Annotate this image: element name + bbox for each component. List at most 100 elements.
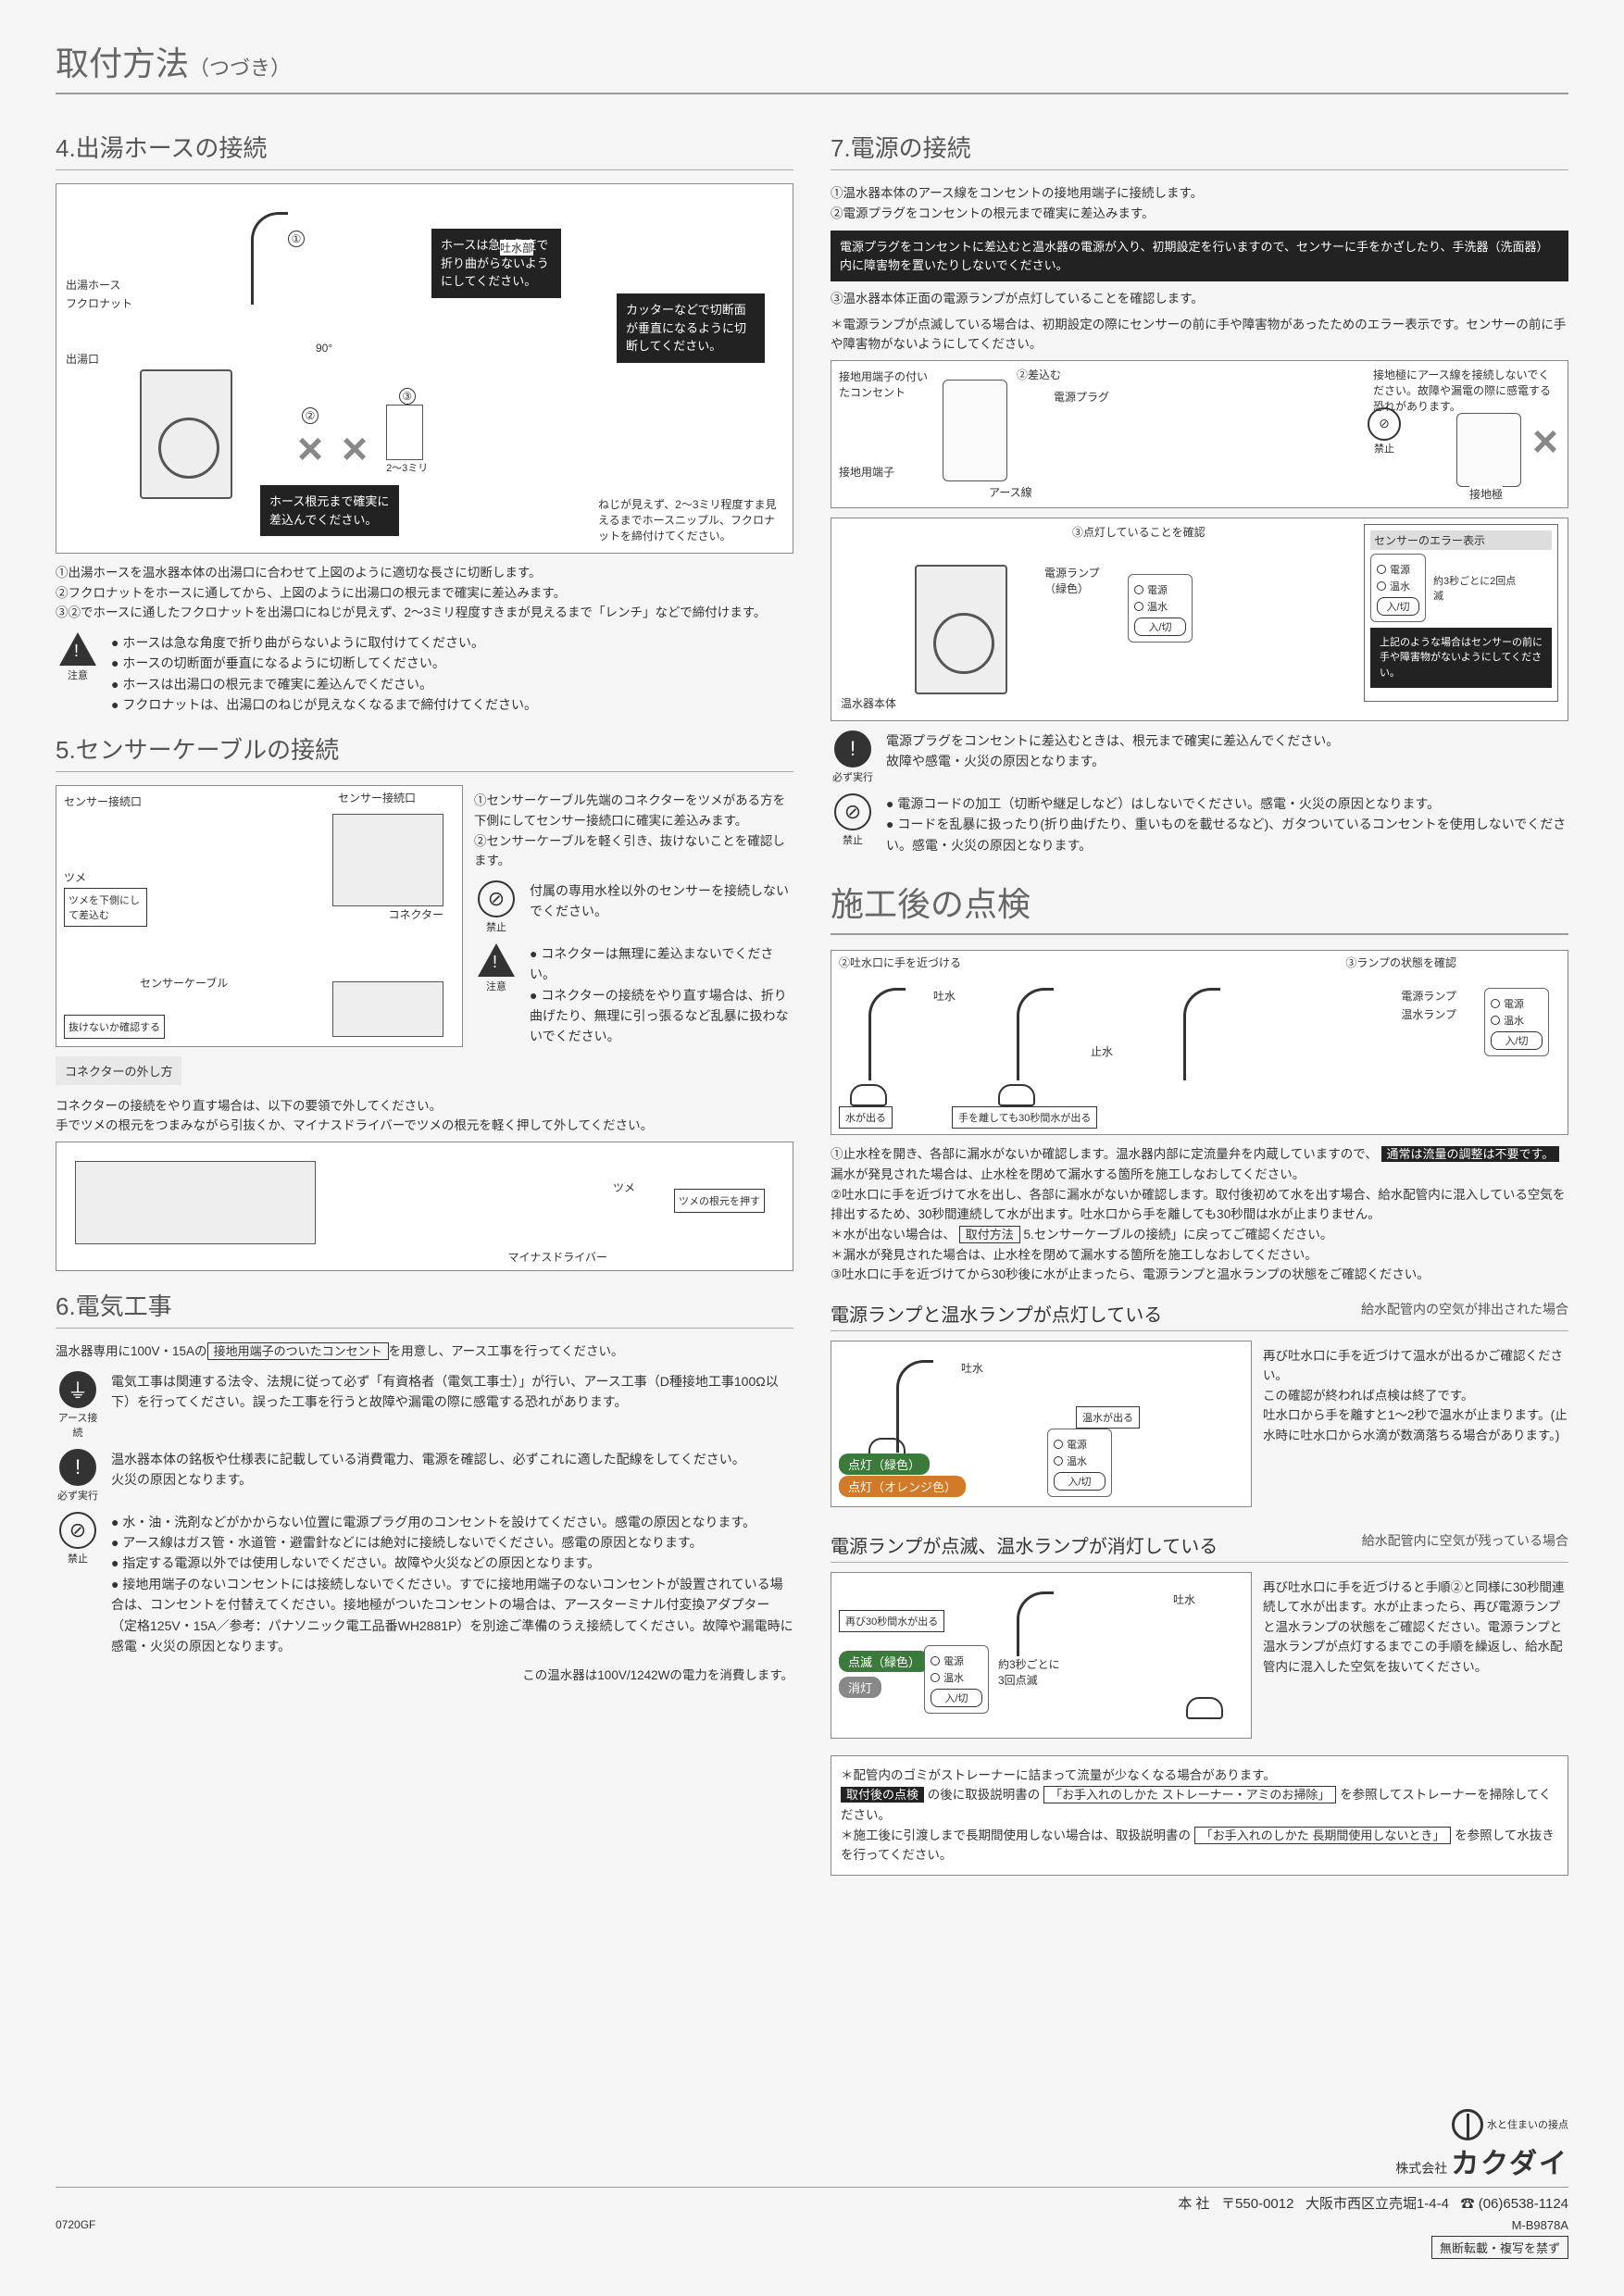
panel-power: 電源 — [1504, 996, 1524, 1011]
list-item: コードを乱暴に扱ったり(折り曲げたり、重いものを載せるなど)、ガタついているコン… — [886, 814, 1568, 855]
label-connector: コネクター — [388, 906, 443, 922]
hand-icon — [1186, 1697, 1223, 1719]
caution-icon: 注意 — [56, 632, 100, 682]
label-spout: 吐水部 — [500, 240, 533, 256]
label-fukuro: フクロナット — [66, 295, 132, 311]
device-icon — [140, 369, 232, 499]
sensor-black: 上記のような場合はセンサーの前に手や障害物がないようにしてください。 — [1370, 628, 1552, 689]
lbl-insert: ②差込む — [1017, 367, 1061, 382]
badge-blink: 点滅（緑色） — [839, 1651, 930, 1672]
framed-l3box: 「お手入れのしかた 長期間使用しないとき」 — [1194, 1827, 1452, 1844]
label-hose: 出湯ホース — [66, 277, 120, 293]
sub2-diagram: 吐水 再び30秒間水が出る 点滅（緑色） 消灯 電源 温水 入/切 約3秒ごとに… — [831, 1572, 1252, 1739]
badge-orange: 点灯（オレンジ色） — [839, 1476, 966, 1497]
tagline: 水と住まいの接点 — [1487, 2120, 1568, 2131]
page-title-sub: （つづき） — [189, 56, 291, 80]
s4-steps: ①出湯ホースを温水器本体の出湯口に合わせて上図のように適切な長さに切断します。 … — [56, 563, 793, 623]
lbl-plug: 電源プラグ — [1054, 389, 1109, 405]
s4-diagram: 出湯ホース フクロナット 出湯口 ホースは急な角度で折り曲がらないようにしてくだ… — [56, 183, 793, 554]
prohibit-icon: ⊘禁止 — [831, 793, 875, 847]
faucet-icon — [251, 212, 288, 305]
panel-hot: 温水 — [1067, 1454, 1087, 1468]
label-cable: センサーケーブル — [140, 975, 228, 991]
s5-step2: ②センサーケーブルを軽く引き、抜けないことを確認します。 — [474, 831, 793, 871]
earth-icon: ⏚アース接続 — [56, 1371, 100, 1440]
list-item: 水・油・洗剤などがかからない位置に電源プラグ用のコンセントを設けてください。感電… — [111, 1512, 793, 1532]
s5-detach-diagram: ツメ ツメの根元を押す マイナスドライバー — [56, 1142, 793, 1271]
lbl-release: 手を離しても30秒間水が出る — [952, 1106, 1097, 1129]
framed-mid: の後に取扱説明書の — [928, 1788, 1041, 1802]
copyright: 無断転載・複写を禁ず — [1431, 2236, 1568, 2259]
right-column: 7.電源の接続 ①温水器本体のアース線をコンセントの接地用端子に接続します。 ②… — [831, 113, 1568, 1883]
lamp-panel: 電源 温水 入/切 — [1047, 1429, 1112, 1497]
label-check: 抜けないか確認する — [64, 1015, 165, 1039]
must-label: 必ず実行 — [832, 772, 873, 783]
list-item: ホースは出湯口の根元まで確実に差込んでください。 — [111, 674, 793, 694]
s4-black1: ホースは急な角度で折り曲がらないようにしてください。 — [431, 229, 561, 298]
panel-btn: 入/切 — [931, 1689, 982, 1707]
section-6-title: 6.電気工事 — [56, 1288, 793, 1329]
detach-text: コネクターの接続をやり直す場合は、以下の要領で外してください。 手でツメの根元を… — [56, 1096, 793, 1136]
insp-step: 5.センサーケーブルの接続」に戻ってご確認ください。 — [1024, 1228, 1333, 1242]
label-tsume-note: ツメを下側にして差込む — [64, 888, 147, 927]
s7-step2: ②電源プラグをコンセントの根元まで確実に差込みます。 — [831, 204, 1568, 224]
lbl-d1-t3: ③ランプの状態を確認 — [1345, 955, 1456, 970]
sensor-error-box: センサーのエラー表示 電源 温水 入/切 約3秒ごとに2回点滅 上記のような場合… — [1364, 524, 1558, 703]
list-item: 電源コードの加工（切断や継足しなど）はしないでください。感電・火災の原因となりま… — [886, 793, 1568, 814]
lamp-panel-sm: 電源 温水 入/切 — [1370, 554, 1426, 622]
insp-step: ②吐水口に手を近づけて水を出し、各部に漏水がないか確認します。取付後初めて水を出… — [831, 1188, 1565, 1222]
lbl-earth: アース線 — [989, 484, 1032, 500]
code-right: M-B9878A — [1512, 2218, 1568, 2232]
panel-btn: 入/切 — [1377, 597, 1419, 616]
sub1-right: 給水配管内の空気が排出された場合 — [1361, 1300, 1568, 1318]
must-icon: !必ず実行 — [56, 1449, 100, 1503]
must-label: 必ず実行 — [57, 1491, 98, 1502]
s7-diagram2: 温水器本体 ③点灯していることを確認 電源ランプ（緑色） 電源 温水 入/切 セ… — [831, 518, 1568, 721]
lamp-panel: 電源 温水 入/切 — [1484, 988, 1549, 1056]
lbl-lamp: 電源ランプ（緑色） — [1044, 565, 1118, 596]
left-column: 4.出湯ホースの接続 出湯ホース フクロナット 出湯口 ホースは急な角度で折り曲… — [56, 113, 793, 1883]
addr: 大阪市西区立売堀1-4-4 — [1305, 2196, 1449, 2212]
label-tsume2: ツメ — [613, 1179, 635, 1195]
label-minus: マイナスドライバー — [507, 1249, 607, 1265]
zip: 〒550-0012 — [1221, 2196, 1293, 2212]
panel-power: 電源 — [1067, 1437, 1087, 1452]
panel-btn: 入/切 — [1491, 1031, 1543, 1050]
insp-normal: 通常は流量の調整は不要です。 — [1381, 1146, 1560, 1162]
label-port: センサー接続口 — [64, 793, 142, 809]
list-item: コネクターの接続をやり直す場合は、折り曲げたり、無理に引っ張るなど乱暴に扱わない… — [530, 985, 793, 1047]
prohibit-label: 禁止 — [843, 835, 863, 846]
sub2-title-text: 電源ランプが点滅、温水ランプが消灯している — [831, 1537, 1218, 1557]
caution-label: 注意 — [68, 670, 88, 681]
panel-btn: 入/切 — [1134, 618, 1186, 636]
s4-step1: ①出湯ホースを温水器本体の出湯口に合わせて上図のように適切な長さに切断します。 — [56, 563, 793, 583]
panel-power: 電源 — [1147, 582, 1168, 597]
panel-hot: 温水 — [1390, 579, 1410, 593]
s4-step3: ③②でホースに通したフクロナットを出湯口にねじが見えず、2〜3ミリ程度すきまが見… — [56, 603, 793, 623]
badge-off: 消灯 — [839, 1677, 881, 1698]
sub1-title: 電源ランプと温水ランプが点灯している 給水配管内の空気が排出された場合 — [831, 1300, 1568, 1331]
s4-neji: ねじが見えず、2〜3ミリ程度すま見えるまでホースニップル、フクロナットを締付けて… — [598, 496, 783, 543]
company-logo: カクダイ — [1451, 2149, 1568, 2179]
s6-intro: 温水器専用に100V・15Aの接地用端子のついたコンセントを用意し、アース工事を… — [56, 1341, 793, 1362]
sub1-text: 再び吐水口に手を近づけて温水が出るかご確認ください。 この確認が終われば点検は終… — [1263, 1346, 1568, 1511]
label-press: ツメの根元を押す — [674, 1189, 765, 1213]
s5-steps: ①センサーケーブル先端のコネクターをツメがある方を下側にしてセンサー接続口に確実… — [474, 791, 793, 870]
s7-diagram1: 接地用端子の付いたコンセント 接地用端子 ②差込む 電源プラグ アース線 ⊘ 禁… — [831, 360, 1568, 508]
lbl-pole: 接地極 — [1469, 486, 1503, 502]
lbl-body: 温水器本体 — [841, 695, 896, 711]
lbl-again: 再び30秒間水が出る — [839, 1610, 944, 1632]
s7-must: 電源プラグをコンセントに差込むときは、根元まで確実に差込んでください。 故障や感… — [886, 730, 1568, 772]
lbl-spout: 吐水 — [933, 988, 956, 1004]
s6-intro-post: を用意し、アース工事を行ってください。 — [389, 1344, 624, 1358]
list-item: フクロナットは、出湯口のねじが見えなくなるまで締付けてください。 — [111, 694, 793, 715]
earth-label: アース接続 — [58, 1413, 98, 1439]
insp-steps: ①止水栓を開き、各部に漏水がないか確認します。温水器内部に定流量弁を内蔵していま… — [831, 1144, 1568, 1285]
sub2-text: 再び吐水口に手を近づけると手順②と同様に30秒間連続して水が出ます。水が止まった… — [1263, 1578, 1568, 1742]
prohibit-icon: ⊘禁止 — [474, 880, 518, 934]
lbl-stop: 止水 — [1091, 1043, 1113, 1059]
label-outlet: 出湯口 — [66, 351, 99, 367]
device-icon — [915, 565, 1007, 694]
prohibit-label: 禁止 — [486, 922, 506, 933]
tel-icon: ☎ — [1461, 2196, 1475, 2212]
